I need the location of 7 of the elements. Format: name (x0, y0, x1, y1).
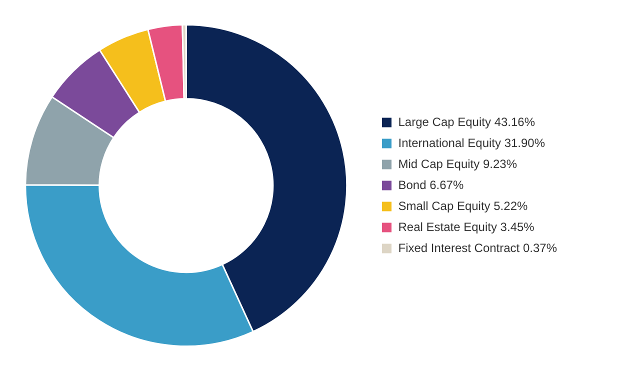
legend-label: Fixed Interest Contract 0.37% (398, 240, 558, 255)
legend-label: International Equity 31.90% (398, 136, 546, 150)
legend-label: Large Cap Equity 43.16% (398, 114, 536, 129)
legend-label: Bond 6.67% (398, 178, 464, 192)
legend-label: Small Cap Equity 5.22% (398, 198, 528, 213)
legend-label: Real Estate Equity 3.45% (398, 220, 535, 234)
legend-label: Mid Cap Equity 9.23% (398, 156, 518, 171)
